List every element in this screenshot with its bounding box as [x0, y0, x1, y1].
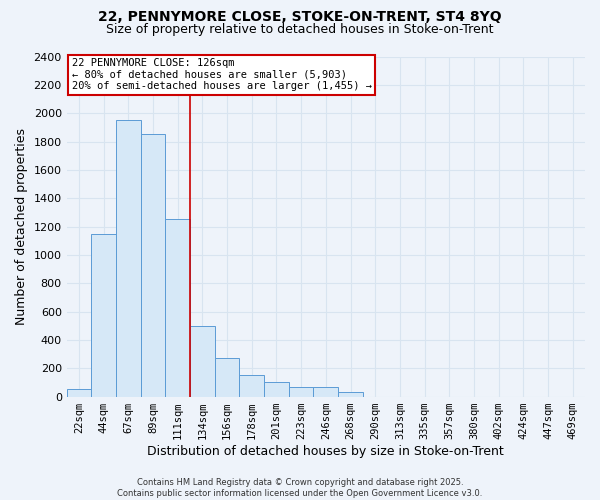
Text: 22, PENNYMORE CLOSE, STOKE-ON-TRENT, ST4 8YQ: 22, PENNYMORE CLOSE, STOKE-ON-TRENT, ST4…	[98, 10, 502, 24]
Text: 22 PENNYMORE CLOSE: 126sqm
← 80% of detached houses are smaller (5,903)
20% of s: 22 PENNYMORE CLOSE: 126sqm ← 80% of deta…	[72, 58, 372, 92]
Text: Size of property relative to detached houses in Stoke-on-Trent: Size of property relative to detached ho…	[106, 22, 494, 36]
Text: Contains HM Land Registry data © Crown copyright and database right 2025.
Contai: Contains HM Land Registry data © Crown c…	[118, 478, 482, 498]
Bar	[239, 374, 264, 396]
Bar	[215, 358, 239, 397]
Bar	[313, 388, 338, 396]
X-axis label: Distribution of detached houses by size in Stoke-on-Trent: Distribution of detached houses by size …	[148, 444, 504, 458]
Bar	[264, 382, 289, 396]
Bar	[289, 388, 313, 396]
Bar	[338, 392, 363, 396]
Bar	[166, 220, 190, 396]
Bar	[67, 390, 91, 396]
Bar	[116, 120, 141, 396]
Y-axis label: Number of detached properties: Number of detached properties	[15, 128, 28, 325]
Bar	[141, 134, 166, 396]
Bar	[190, 326, 215, 396]
Bar	[91, 234, 116, 396]
